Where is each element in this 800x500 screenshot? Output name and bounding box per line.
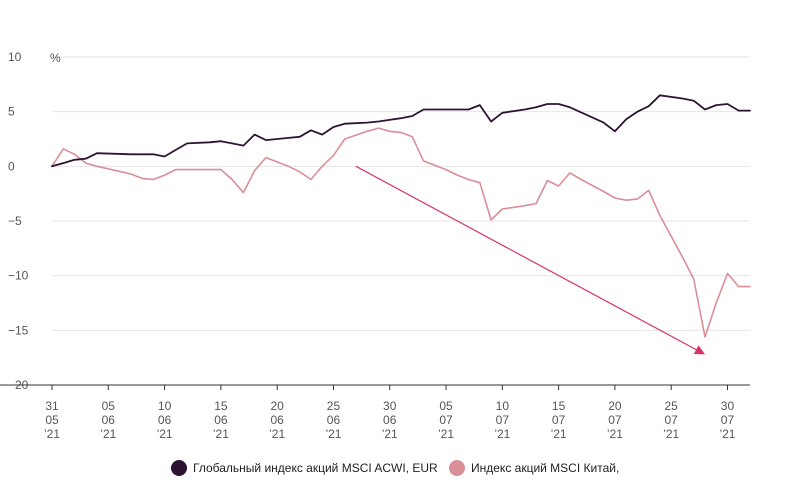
x-tick-day-3: 15: [214, 399, 228, 413]
x-tick-day-10: 20: [608, 399, 622, 413]
x-tick-month-12: 07: [721, 413, 735, 427]
series-lines: [51, 94, 751, 338]
annotation-arrow-line-0: [355, 165, 697, 351]
x-tick-day-5: 25: [327, 399, 341, 413]
legend-label-china: Индекс акций MSCI Китай,: [471, 461, 619, 475]
x-tick-day-11: 25: [665, 399, 679, 413]
series-line-0: [51, 94, 751, 168]
y-tick-label-0: 10: [8, 50, 22, 64]
grid-lines: [52, 56, 750, 331]
x-tick-month-9: 07: [552, 413, 566, 427]
x-tick-month-1: 06: [102, 413, 116, 427]
x-tick-year-6: ’21: [382, 427, 398, 441]
x-tick-year-4: ’21: [269, 427, 285, 441]
x-tick-year-9: ’21: [551, 427, 567, 441]
x-tick-month-7: 07: [439, 413, 453, 427]
legend-marker-acwi: [171, 460, 187, 476]
x-tick-year-0: ’21: [44, 427, 60, 441]
x-tick-day-2: 10: [158, 399, 172, 413]
x-tick-year-1: ’21: [100, 427, 116, 441]
x-tick-month-6: 06: [383, 413, 397, 427]
series-line-1: [51, 127, 751, 338]
x-tick-day-12: 30: [721, 399, 735, 413]
x-tick-year-11: ’21: [663, 427, 679, 441]
x-tick-month-8: 07: [496, 413, 510, 427]
x-tick-year-5: ’21: [325, 427, 341, 441]
legend-marker-china: [449, 460, 465, 476]
x-tick-day-8: 10: [496, 399, 510, 413]
x-tick-day-6: 30: [383, 399, 397, 413]
x-tick-year-3: ’21: [213, 427, 229, 441]
y-unit-label: %: [50, 51, 61, 65]
y-tick-label-2: 0: [8, 159, 15, 173]
x-tick-month-10: 07: [608, 413, 622, 427]
legend: Глобальный индекс акций MSCI ACWI, EUR И…: [171, 460, 619, 476]
x-tick-year-7: ’21: [438, 427, 454, 441]
x-tick-day-4: 20: [270, 399, 284, 413]
x-tick-month-11: 07: [665, 413, 679, 427]
annotation-arrow-head-0: [693, 345, 705, 355]
annotations: [355, 165, 705, 355]
x-tick-day-1: 05: [102, 399, 116, 413]
legend-label-acwi: Глобальный индекс акций MSCI ACWI, EUR: [193, 461, 438, 475]
x-tick-year-8: ’21: [494, 427, 510, 441]
x-tick-month-0: 05: [45, 413, 59, 427]
x-tick-year-2: ’21: [157, 427, 173, 441]
y-tick-label-1: 5: [8, 105, 15, 119]
x-tick-day-9: 15: [552, 399, 566, 413]
x-tick-day-0: 31: [45, 399, 59, 413]
x-tick-month-5: 06: [327, 413, 341, 427]
x-axis: 3105’210506’211006’211506’212006’212506’…: [0, 384, 750, 441]
y-tick-label-5: −15: [8, 323, 29, 337]
y-tick-label-4: −10: [8, 269, 29, 283]
x-tick-month-4: 06: [270, 413, 284, 427]
y-tick-label-3: −5: [8, 214, 22, 228]
x-tick-day-7: 05: [439, 399, 453, 413]
x-tick-year-10: ’21: [607, 427, 623, 441]
x-tick-month-2: 06: [158, 413, 172, 427]
x-tick-month-3: 06: [214, 413, 228, 427]
x-tick-year-12: ’21: [719, 427, 735, 441]
